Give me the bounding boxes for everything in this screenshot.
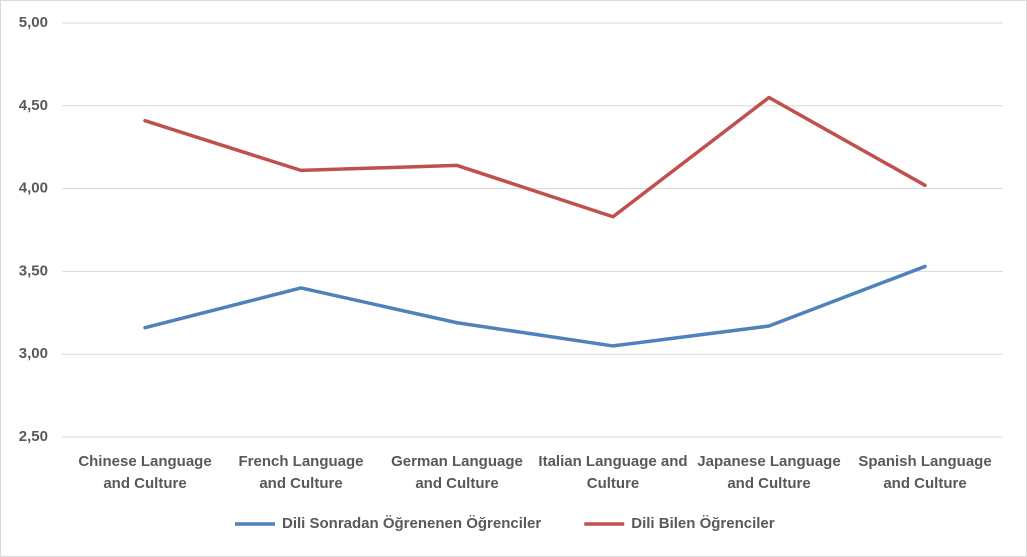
x-tick-label: Italian Language and Culture: [538, 453, 688, 492]
x-tick-label: Japanese Language and Culture: [697, 453, 841, 492]
y-tick-label: 4,00: [19, 180, 48, 197]
series-line: [143, 95, 927, 219]
x-tick-label: German Language and Culture: [391, 453, 523, 492]
x-tick-label: French Language and Culture: [238, 453, 364, 492]
y-tick-label: 5,00: [19, 14, 48, 31]
series-line: [143, 264, 927, 348]
y-tick-label: 2,50: [19, 428, 48, 445]
x-tick-label: Chinese Language and Culture: [78, 453, 212, 492]
x-tick-label: Spanish Language and Culture: [858, 453, 992, 492]
y-tick-label: 3,00: [19, 345, 48, 362]
legend-label: Dili Sonradan Öğrenenen Öğrenciler: [282, 515, 541, 532]
y-tick-label: 3,50: [19, 262, 48, 279]
legend-label: Dili Bilen Öğrenciler: [631, 515, 775, 532]
y-tick-label: 4,50: [19, 97, 48, 114]
